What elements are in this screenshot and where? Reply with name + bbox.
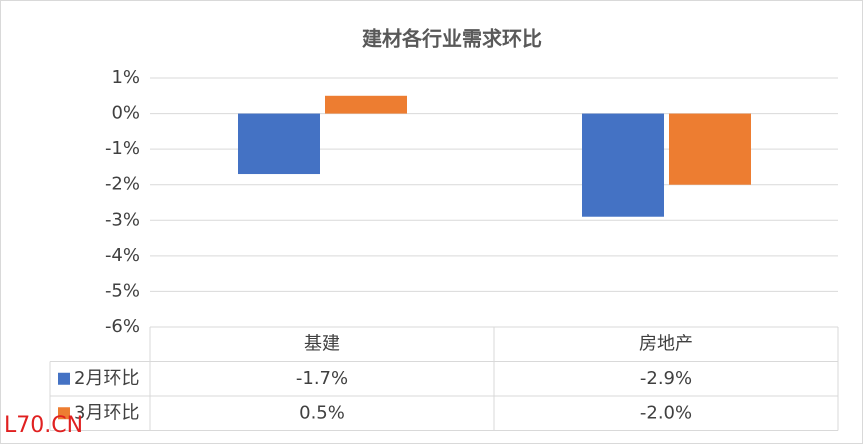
legend-label: 3月环比 (74, 402, 139, 423)
y-tick-label: -4% (105, 245, 140, 266)
legend-key (58, 372, 70, 385)
y-tick-label: -1% (105, 138, 140, 159)
x-tick-label: 基建 (304, 333, 340, 354)
table-cell: -2.0% (640, 402, 692, 423)
y-tick-label: -2% (105, 174, 140, 195)
chart-title: 建材各行业需求环比 (362, 27, 542, 51)
y-tick-label: -5% (105, 280, 140, 301)
table-cell: 0.5% (299, 402, 345, 423)
table-cell: -2.9% (640, 368, 692, 389)
table-cell: -1.7% (296, 368, 348, 389)
bar (582, 113, 664, 217)
bar (325, 95, 407, 114)
y-tick-label: 1% (111, 67, 140, 88)
y-tick-label: -6% (105, 316, 140, 337)
y-tick-label: 0% (111, 103, 140, 124)
legend-label: 2月环比 (74, 368, 139, 389)
legend-key (58, 407, 70, 420)
watermark: L70.CN (4, 413, 83, 438)
bar (238, 113, 320, 175)
bar (669, 113, 751, 185)
y-tick-label: -3% (105, 209, 140, 230)
x-tick-label: 房地产 (639, 333, 693, 354)
